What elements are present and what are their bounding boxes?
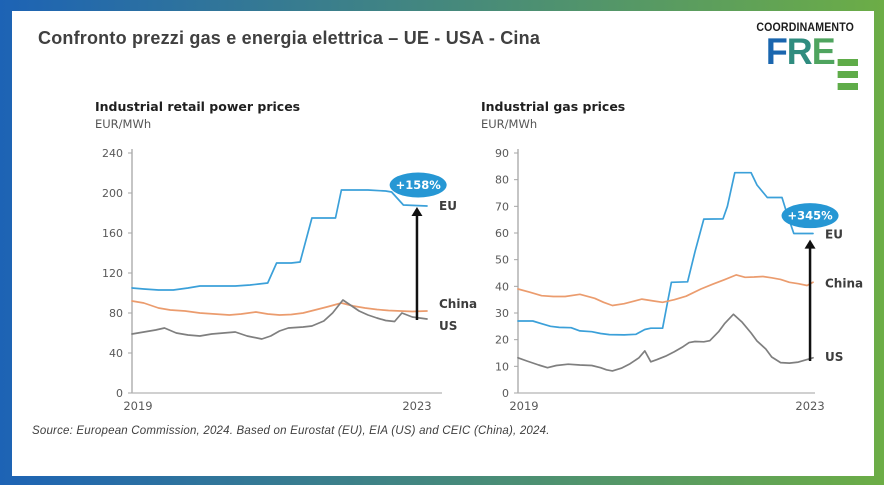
y-tick-label: 40 <box>109 347 123 360</box>
logo-letter-f: F <box>765 31 788 72</box>
source-note: Source: European Commission, 2024. Based… <box>32 425 550 437</box>
slide: Confronto prezzi gas e energia elettrica… <box>12 11 874 476</box>
series-line-us <box>131 299 428 340</box>
series-label-china: China <box>439 297 477 311</box>
power-chart-unit-label: EUR/MWh <box>95 117 152 131</box>
pct-badge-label: +158% <box>396 178 442 192</box>
x-label-start: 2019 <box>123 399 152 413</box>
power-prices-chart: Industrial retail power prices EUR/MWh 0… <box>82 99 482 419</box>
coordinamento-free-logo: COORDINAMENTO FRE <box>726 18 858 90</box>
y-tick-label: 80 <box>495 174 509 187</box>
logo-e-bars-icon <box>837 58 858 90</box>
y-tick-label: 30 <box>495 307 509 320</box>
pct-badge-label: +345% <box>787 209 833 223</box>
y-tick-label: 200 <box>102 187 123 200</box>
logo-wordmark-free: FRE <box>765 31 858 90</box>
series-line-eu <box>131 189 428 291</box>
increase-arrow-head <box>804 239 816 249</box>
y-tick-label: 240 <box>102 147 123 160</box>
y-tick-label: 80 <box>109 307 123 320</box>
pct-badge <box>389 172 447 198</box>
series-label-us: US <box>825 350 843 364</box>
logo-wordmark-top: COORDINAMENTO <box>756 20 854 34</box>
gas-prices-plot: 0 10 20 30 40 50 60 70 80 90 2019 2023 +345% EU China U… <box>495 147 863 413</box>
y-tick-label: 0 <box>502 387 509 400</box>
power-chart-title: Industrial retail power prices <box>95 99 301 114</box>
increase-arrow-head <box>411 207 423 216</box>
x-label-end: 2023 <box>795 399 824 413</box>
x-label-end: 2023 <box>402 399 431 413</box>
y-tick-label: 120 <box>102 267 123 280</box>
y-tick-label: 40 <box>495 280 509 293</box>
y-tick-label: 10 <box>495 360 509 373</box>
gas-chart-title: Industrial gas prices <box>481 99 626 114</box>
series-line-china <box>131 300 428 316</box>
x-label-start: 2019 <box>509 399 538 413</box>
series-line-eu <box>517 171 814 336</box>
gas-chart-unit-label: EUR/MWh <box>481 117 538 131</box>
y-tick-label: 20 <box>495 334 509 347</box>
y-tick-label: 70 <box>495 200 509 213</box>
series-label-eu: EU <box>439 199 457 213</box>
pct-badge <box>781 203 839 229</box>
series-line-us <box>517 313 814 372</box>
gas-prices-chart: Industrial gas prices EUR/MWh 0 10 20 30 40 5… <box>468 99 868 419</box>
series-line-china <box>517 274 814 307</box>
y-tick-label: 160 <box>102 227 123 240</box>
y-tick-label: 50 <box>495 254 509 267</box>
logo-letter-r: R <box>786 31 813 72</box>
logo-letter-e: E <box>811 31 836 72</box>
y-tick-label: 90 <box>495 147 509 160</box>
page-title: Confronto prezzi gas e energia elettrica… <box>38 28 541 48</box>
series-label-china: China <box>825 277 863 291</box>
power-prices-plot: 0 40 80 120 160 200 240 2019 2023 +158% EU China US <box>102 147 477 413</box>
series-label-eu: EU <box>825 227 843 241</box>
y-tick-label: 60 <box>495 227 509 240</box>
y-tick-label: 0 <box>116 387 123 400</box>
series-label-us: US <box>439 319 457 333</box>
